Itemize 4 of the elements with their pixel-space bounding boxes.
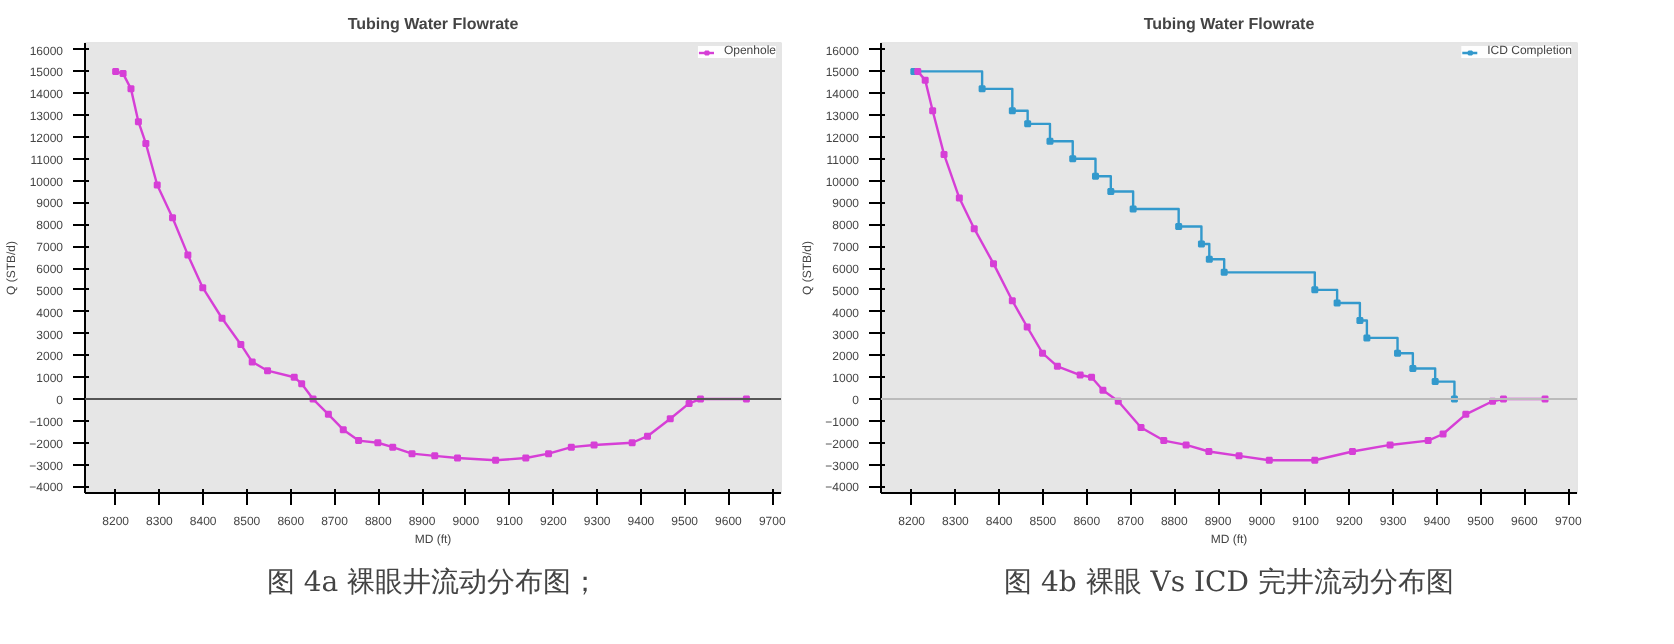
- chart-title: Tubing Water Flowrate: [1143, 15, 1316, 33]
- caption: 图 4b 裸眼 Vs ICD 完井流动分布图: [1004, 567, 1454, 599]
- chart-title: Tubing Water Flowrate: [347, 15, 520, 33]
- caption: 图 4a 裸眼井流动分布图；: [266, 567, 600, 599]
